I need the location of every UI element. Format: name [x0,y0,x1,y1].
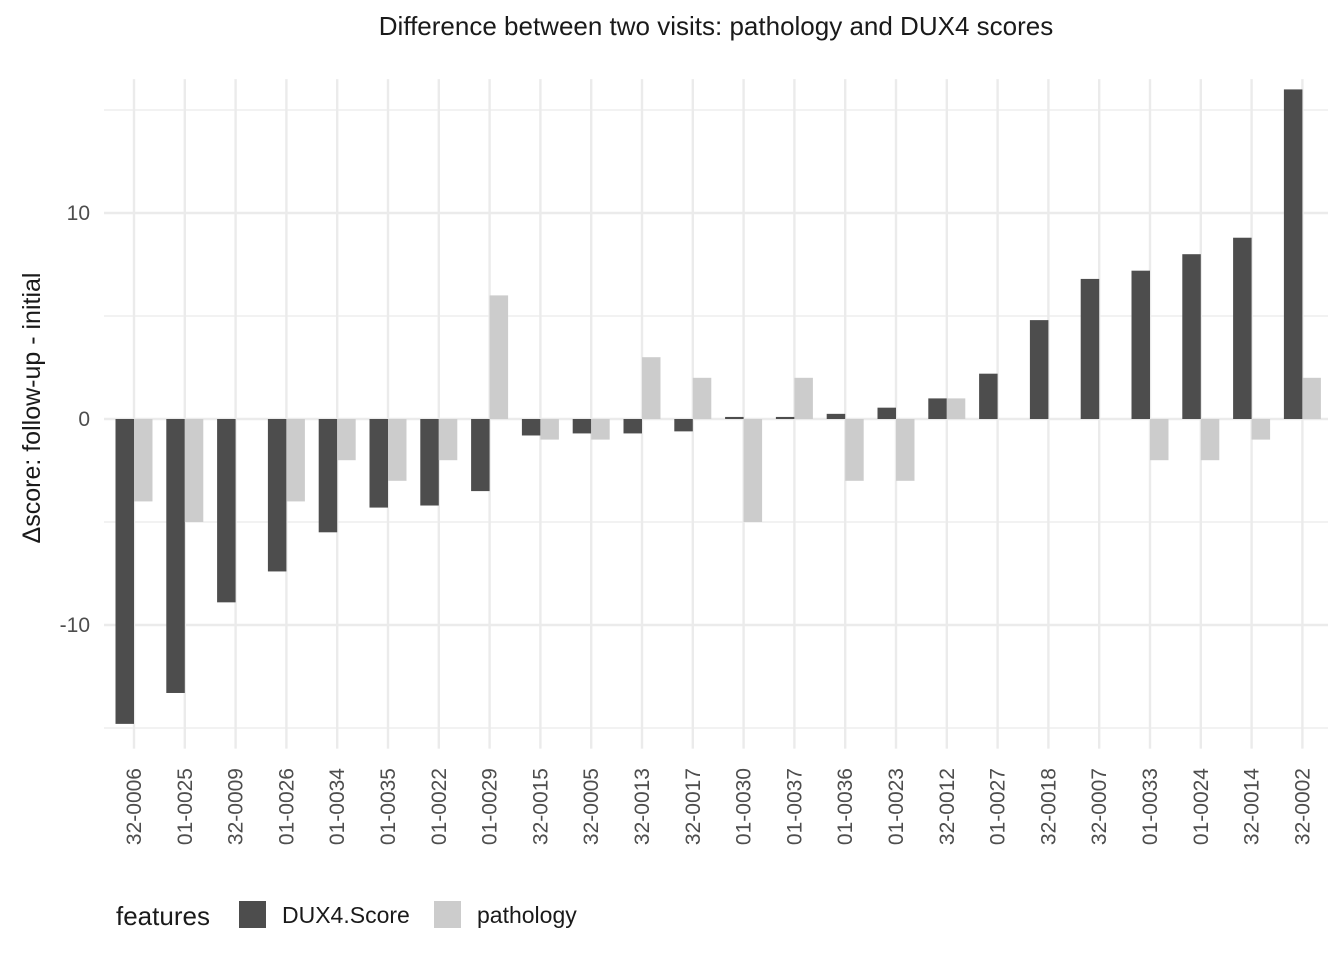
x-tick-label: 32-0012 [936,768,959,845]
x-tick-label: 01-0034 [326,768,349,845]
bar-pathology-01-0022 [438,419,458,461]
x-tick-label: 32-0002 [1291,768,1314,845]
bar-dux4-score-32-0009 [217,419,236,603]
bar-pathology-32-0017 [692,377,712,419]
bar-dux4-score-01-0036 [826,413,846,419]
bars [115,89,1321,724]
legend-title: features [116,901,210,931]
bar-pathology-32-0013 [642,357,661,419]
bar-dux4-score-32-0012 [928,398,947,419]
x-tick-label: 01-0026 [275,768,298,845]
x-tick-label: 01-0037 [783,768,806,845]
bar-pathology-01-0033 [1150,419,1169,461]
x-tick-label: 01-0023 [885,768,908,845]
bar-dux4-score-01-0026 [267,419,287,572]
x-tick-label: 01-0033 [1139,768,1162,845]
x-tick-label: 32-0015 [529,768,552,845]
bar-dux4-score-01-0027 [979,373,998,419]
bar-pathology-01-0036 [845,419,864,481]
x-tick-label: 32-0009 [225,768,248,845]
bar-dux4-score-01-0037 [775,416,795,419]
legend-swatch-pathology [434,901,461,928]
bar-dux4-score-32-0002 [1283,89,1303,420]
x-tick-label: 01-0022 [428,768,451,845]
bar-pathology-01-0034 [337,419,356,461]
bar-dux4-score-01-0035 [369,419,388,508]
x-tick-label: 01-0025 [174,768,197,845]
bar-pathology-01-0025 [184,419,204,522]
bar-dux4-score-32-0007 [1080,278,1100,419]
bar-pathology-32-0015 [540,419,559,440]
x-tick-label: 01-0027 [987,768,1010,845]
legend: features DUX4.Score pathology [116,901,577,931]
x-tick-label: 32-0017 [682,768,705,845]
x-tick-label: 01-0024 [1190,768,1213,845]
bar-pathology-01-0026 [286,419,305,502]
bar-pathology-32-0002 [1302,377,1321,419]
legend-swatch-dux4-score [239,901,266,928]
legend-label-dux4-score: DUX4.Score [282,902,410,928]
bar-dux4-score-01-0030 [725,416,744,419]
bar-dux4-score-01-0033 [1131,270,1150,419]
x-tick-label: 01-0036 [834,768,857,845]
x-tick-label: 32-0018 [1037,768,1060,845]
bar-dux4-score-01-0024 [1182,254,1201,419]
bar-pathology-32-0005 [591,419,610,440]
y-tick-label: 0 [78,408,90,431]
x-tick-label: 32-0007 [1088,768,1111,845]
legend-label-pathology: pathology [477,902,577,928]
bar-dux4-score-01-0022 [420,419,439,506]
bar-dux4-score-32-0013 [623,419,642,434]
x-tick-label: 32-0005 [580,768,603,845]
chart-title: Difference between two visits: pathology… [379,11,1053,41]
bar-dux4-score-32-0015 [521,419,541,436]
y-tick-labels: -10 0 10 [60,202,90,637]
x-tick-label: 32-0006 [123,768,146,845]
bar-pathology-01-0023 [896,419,915,481]
bar-dux4-score-32-0018 [1029,320,1049,419]
x-tick-label: 32-0014 [1241,768,1264,845]
bar-dux4-score-01-0025 [166,419,185,693]
bar-pathology-01-0029 [489,295,509,419]
x-tick-label: 01-0035 [377,768,400,845]
bar-pathology-32-0014 [1251,419,1271,440]
bar-pathology-32-0006 [134,419,153,502]
bar-dux4-score-32-0005 [572,419,592,434]
x-tick-label: 01-0030 [733,768,756,845]
x-tick-label: 32-0013 [631,768,654,845]
bar-pathology-01-0024 [1200,419,1220,461]
bar-pathology-01-0037 [794,377,813,419]
bar-dux4-score-01-0023 [877,407,896,419]
bar-pathology-01-0030 [743,419,763,522]
x-tick-label: 01-0029 [479,768,502,845]
y-tick-label: 10 [67,202,90,225]
y-tick-label: -10 [60,614,90,637]
bar-pathology-32-0012 [946,398,966,419]
bar-pathology-01-0035 [388,419,407,481]
bar-dux4-score-32-0014 [1233,237,1252,419]
x-tick-labels: 32-0006 01-0025 32-0009 01-0026 01-0034 01-00… [123,768,1314,845]
y-axis-label: Δscore: follow-up - initial [18,273,46,544]
bar-dux4-score-01-0029 [471,419,490,492]
bar-dux4-score-01-0034 [318,419,338,533]
bar-dux4-score-32-0017 [674,419,693,432]
bar-dux4-score-32-0006 [115,419,134,724]
